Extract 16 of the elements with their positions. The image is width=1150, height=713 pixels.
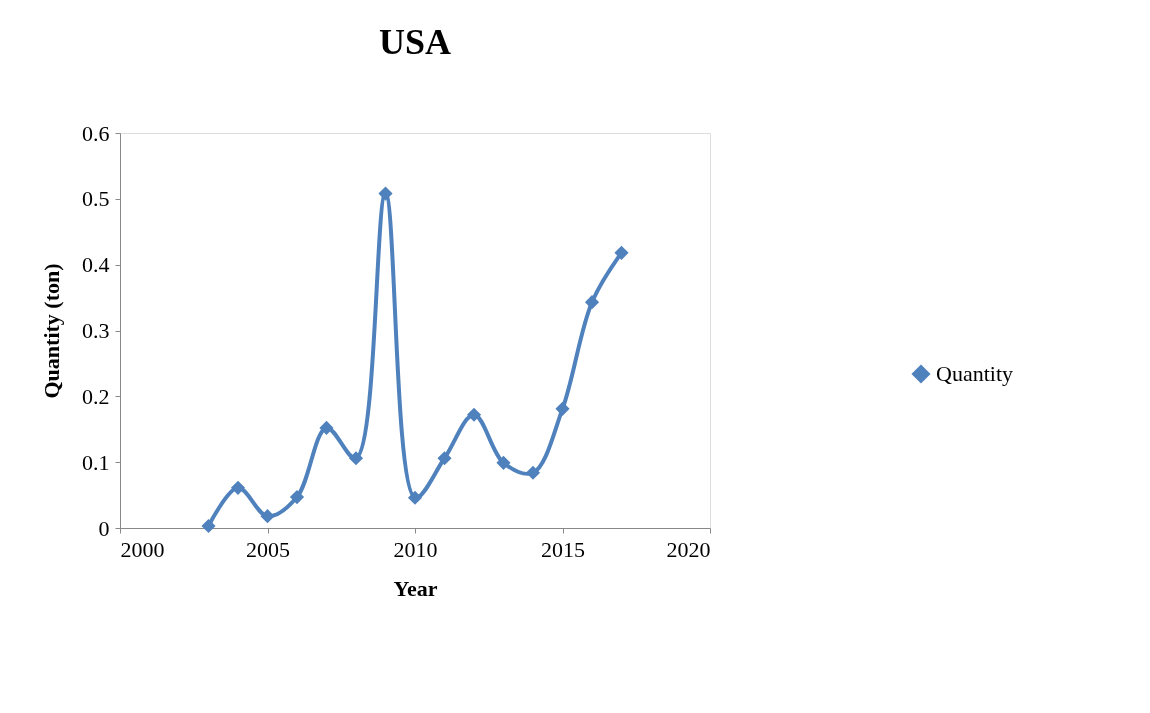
x-tick-label: 2010 <box>393 536 438 562</box>
x-tick-label: 2015 <box>541 536 585 562</box>
x-axis-title: Year <box>393 575 438 601</box>
y-tick-label: 0.6 <box>82 120 110 146</box>
y-tick-label: 0.3 <box>82 318 110 343</box>
x-tick-label: 2020 <box>666 536 711 562</box>
x-tick-label: 2005 <box>246 536 290 562</box>
y-tick-label: 0.1 <box>82 449 110 475</box>
y-tick-label: 0.2 <box>82 383 110 409</box>
y-tick-label: 0.4 <box>82 252 110 278</box>
y-tick-label: 0.5 <box>82 186 110 212</box>
y-axis-title: Quantity (ton) <box>39 263 64 399</box>
legend-label: Quantity <box>936 361 1013 386</box>
y-tick-label: 0 <box>98 515 110 541</box>
x-tick-label: 2000 <box>120 536 165 562</box>
chart-title: USA <box>378 22 452 62</box>
